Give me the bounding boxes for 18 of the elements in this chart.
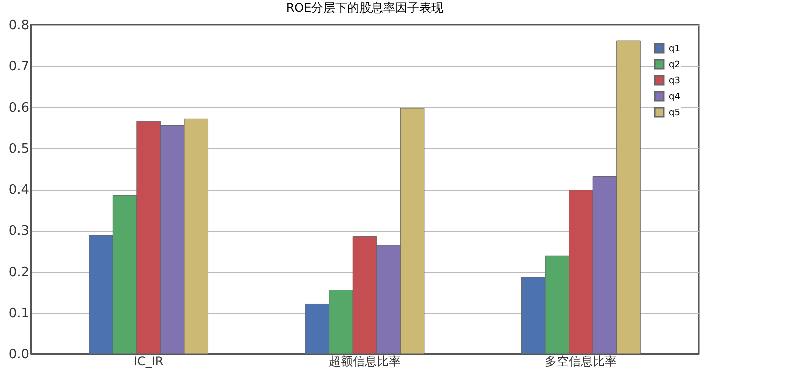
y-tick-label: 0.0 — [8, 348, 30, 362]
legend-label: q5 — [669, 108, 680, 118]
y-tick-label: 0.8 — [8, 18, 30, 34]
x-tick-label: 超额信息比率 — [329, 354, 401, 368]
legend-label: q2 — [669, 60, 680, 70]
chart-title: ROE分层下的股息率因子表现 — [286, 1, 444, 15]
y-tick-label: 0.6 — [8, 100, 30, 116]
y-tick-label: 0.3 — [8, 224, 30, 240]
y-tick-label: 0.2 — [8, 265, 30, 280]
x-tick-label: IC_IR — [134, 354, 164, 368]
legend-label: q3 — [669, 76, 680, 86]
y-tick-label: 0.1 — [8, 306, 30, 322]
y-tick-label: 0.4 — [8, 183, 30, 198]
legend-label: q1 — [669, 44, 680, 54]
y-tick-label: 0.7 — [8, 60, 30, 75]
legend-label: q4 — [669, 92, 681, 102]
x-tick-label: 多空信息比率 — [545, 354, 618, 368]
y-tick-label: 0.5 — [8, 142, 30, 157]
